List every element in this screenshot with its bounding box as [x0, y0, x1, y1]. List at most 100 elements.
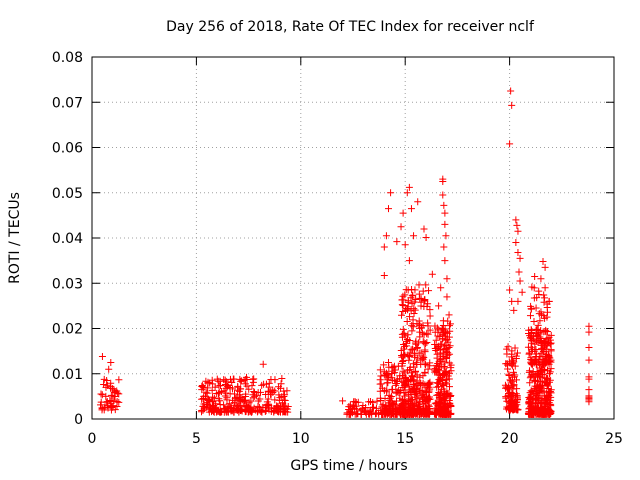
- data-point: [535, 384, 543, 392]
- data-point: [433, 354, 441, 362]
- data-point: [433, 383, 441, 391]
- data-point: [424, 330, 432, 338]
- data-point: [107, 382, 115, 390]
- y-tick-label: 0.03: [52, 276, 83, 292]
- data-point: [241, 376, 249, 384]
- data-point: [422, 405, 430, 413]
- data-point: [407, 369, 415, 377]
- data-point: [209, 380, 217, 388]
- data-point: [446, 383, 454, 391]
- y-tick-label: 0.01: [52, 367, 83, 383]
- data-point: [528, 283, 536, 291]
- data-point: [431, 365, 439, 373]
- data-point: [535, 330, 543, 338]
- data-point: [380, 387, 388, 395]
- data-point: [436, 345, 444, 353]
- data-point: [399, 325, 407, 333]
- data-point: [440, 243, 448, 251]
- data-point: [396, 394, 404, 402]
- data-point: [204, 395, 212, 403]
- data-point: [398, 311, 406, 319]
- data-point: [399, 209, 407, 217]
- data-point: [200, 402, 208, 410]
- data-point: [542, 396, 550, 404]
- data-point: [538, 387, 546, 395]
- data-point: [368, 404, 376, 412]
- data-point: [527, 305, 535, 313]
- data-point: [409, 323, 417, 331]
- data-point: [409, 409, 417, 417]
- data-point: [345, 410, 353, 418]
- data-point: [534, 392, 542, 400]
- data-point: [585, 344, 593, 352]
- data-point: [511, 405, 519, 413]
- data-point: [384, 376, 392, 384]
- data-point: [98, 405, 106, 413]
- data-point: [528, 361, 536, 369]
- data-point: [413, 320, 421, 328]
- data-point: [98, 353, 106, 361]
- data-point: [544, 308, 552, 316]
- data-point: [525, 408, 533, 416]
- data-point: [413, 373, 421, 381]
- data-point: [503, 397, 511, 405]
- y-tick-label: 0.07: [52, 95, 83, 111]
- data-point: [534, 321, 542, 329]
- data-point: [213, 389, 221, 397]
- data-point: [440, 362, 448, 370]
- data-point: [585, 375, 593, 383]
- data-point: [103, 381, 111, 389]
- data-point: [199, 383, 207, 391]
- data-point: [246, 406, 254, 414]
- x-axis-label: GPS time / hours: [290, 458, 407, 474]
- data-point: [533, 325, 541, 333]
- data-point: [233, 393, 241, 401]
- data-point: [514, 227, 522, 235]
- data-point: [398, 301, 406, 309]
- data-point: [536, 317, 544, 325]
- data-point: [509, 359, 517, 367]
- data-point: [400, 345, 408, 353]
- data-point: [265, 401, 273, 409]
- data-point: [538, 340, 546, 348]
- data-point: [533, 294, 541, 302]
- data-point: [419, 321, 427, 329]
- data-point: [528, 348, 536, 356]
- data-point: [208, 405, 216, 413]
- data-point: [241, 393, 249, 401]
- data-point: [421, 346, 429, 354]
- data-point: [382, 403, 390, 411]
- data-point: [408, 372, 416, 380]
- data-point: [531, 356, 539, 364]
- data-point: [437, 284, 445, 292]
- data-point: [423, 397, 431, 405]
- data-point: [541, 353, 549, 361]
- data-point: [410, 363, 418, 371]
- data-point: [249, 375, 257, 383]
- data-point: [533, 360, 541, 368]
- data-point: [538, 371, 546, 379]
- data-point: [443, 293, 451, 301]
- data-point: [510, 404, 518, 412]
- data-point: [433, 344, 441, 352]
- data-point: [277, 380, 285, 388]
- data-point: [387, 189, 395, 197]
- data-point: [394, 362, 402, 370]
- data-point: [525, 400, 533, 408]
- data-point: [531, 406, 539, 414]
- data-point: [442, 341, 450, 349]
- data-point: [339, 397, 347, 405]
- data-point: [236, 397, 244, 405]
- data-point: [532, 353, 540, 361]
- data-point: [113, 397, 121, 405]
- data-point: [547, 365, 555, 373]
- data-point: [539, 258, 547, 266]
- data-point: [198, 395, 206, 403]
- data-point: [393, 238, 401, 246]
- data-point: [227, 404, 235, 412]
- data-point: [404, 306, 412, 314]
- data-point: [385, 391, 393, 399]
- y-tick-label: 0.08: [52, 50, 83, 66]
- data-point: [237, 385, 245, 393]
- x-tick-label: 15: [396, 431, 414, 447]
